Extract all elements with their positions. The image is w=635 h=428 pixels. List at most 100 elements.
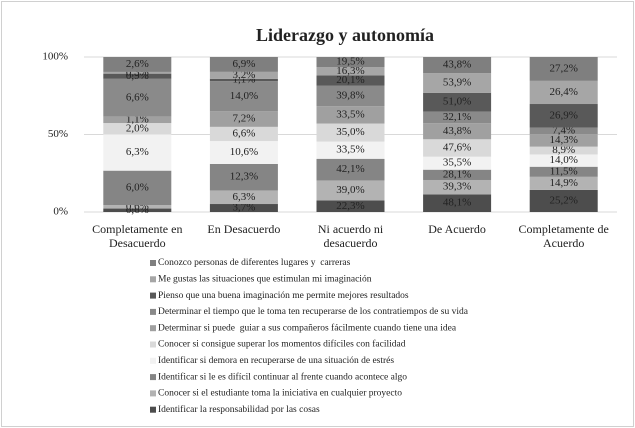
- y-tick-label: 100%: [42, 51, 68, 63]
- chart-title: Liderazgo y autonomía: [256, 25, 434, 45]
- bar-segment: [103, 73, 172, 79]
- data-label: 14,0%: [549, 154, 577, 166]
- bar-segment: [423, 179, 492, 195]
- data-label: 43,8%: [443, 59, 471, 71]
- bar-segment: [103, 57, 172, 72]
- bar-segment: [423, 156, 492, 170]
- bar-segment: [529, 80, 598, 105]
- bar-segment: [316, 180, 385, 201]
- legend-label: Pienso que una buena imaginación me perm…: [158, 291, 409, 301]
- bar-segment: [529, 189, 598, 212]
- bar-segment: [209, 57, 278, 72]
- legend-swatch: [150, 406, 156, 413]
- data-label: 27,2%: [549, 62, 577, 74]
- bar-segment: [209, 126, 278, 142]
- bar-segment: [103, 205, 172, 209]
- bar-segment: [316, 67, 385, 76]
- data-label: 43,8%: [443, 125, 471, 137]
- bar-segment: [316, 57, 385, 68]
- data-label: 32,1%: [443, 111, 471, 123]
- legend-swatch: [150, 276, 156, 283]
- bar-segment: [529, 154, 598, 167]
- bar-segment: [529, 127, 598, 135]
- data-label: 28,1%: [443, 168, 471, 180]
- data-label: 6,6%: [232, 127, 255, 139]
- bar-segment: [209, 141, 278, 164]
- legend-label: Identificar si le es difícil continuar a…: [158, 371, 407, 382]
- bar-segment: [103, 170, 172, 206]
- data-label: 6,3%: [126, 146, 149, 158]
- bar-segment: [529, 146, 598, 155]
- legend-label: Conocer si el estudiante toma la iniciat…: [158, 389, 402, 399]
- data-label: 2,0%: [126, 122, 149, 134]
- legend-label: Determinar si puede guiar a sus compañer…: [158, 322, 457, 333]
- legend-label: Me gustas las situaciones que estimulan …: [158, 274, 372, 284]
- data-label: 33,5%: [336, 144, 364, 156]
- legend-swatch: [150, 341, 156, 348]
- bar-segment: [103, 78, 172, 117]
- data-label: 8,9%: [552, 144, 575, 156]
- data-label: 6,0%: [126, 181, 149, 193]
- bar-segment: [103, 208, 172, 212]
- bar-segment: [423, 57, 492, 74]
- bar-segment: [316, 141, 385, 159]
- bar-segment: [423, 111, 492, 124]
- legend-label: Identificar la responsabilidad por las c…: [158, 404, 320, 415]
- data-label: 48,1%: [443, 197, 471, 209]
- legend-label: Conocer si consigue superar los momentos…: [158, 339, 406, 350]
- data-label: 35,0%: [336, 126, 364, 138]
- bar-segment: [103, 116, 172, 124]
- data-label: 53,9%: [443, 76, 471, 88]
- bar-segment: [103, 123, 172, 135]
- data-label: 11,5%: [550, 165, 578, 177]
- bar-segment: [316, 75, 385, 86]
- bar-segment: [209, 81, 278, 112]
- x-tick-label: Completamente en Desacuerdo: [92, 222, 183, 250]
- bar-segment: [529, 166, 598, 177]
- data-label: 6,9%: [232, 58, 255, 70]
- legend-swatch: [150, 292, 156, 299]
- data-label: 26,9%: [549, 109, 577, 121]
- bar-segment: [423, 169, 492, 180]
- data-label: 14,3%: [549, 134, 577, 146]
- bar-segment: [103, 134, 172, 171]
- data-label: 2,6%: [126, 58, 149, 70]
- data-label: 25,2%: [549, 194, 577, 206]
- bar-segment: [103, 71, 172, 74]
- y-tick-label: 0%: [53, 206, 68, 218]
- data-label: 12,3%: [230, 171, 258, 183]
- data-label: 19,5%: [336, 56, 364, 68]
- data-label: 35,5%: [443, 157, 471, 169]
- data-label: 6,6%: [126, 91, 149, 103]
- legend-swatch: [150, 357, 156, 364]
- bar-segment: [423, 73, 492, 93]
- x-tick-label: En Desacuerdo: [207, 222, 281, 236]
- bar-segment: [316, 200, 385, 212]
- bar-segment: [316, 106, 385, 124]
- legend-label: Identificar si demora en recuperarse de …: [158, 355, 394, 366]
- bar-segment: [316, 158, 385, 181]
- bar-segment: [529, 57, 598, 81]
- legend-swatch: [150, 308, 156, 315]
- legend-swatch: [150, 325, 156, 332]
- legend-label: Determinar el tiempo que le toma ten rec…: [158, 307, 469, 317]
- bar-segment: [209, 204, 278, 212]
- data-label: 51,0%: [443, 96, 471, 108]
- legend-label: Conozco personas de diferentes lugares y…: [158, 257, 351, 268]
- bar-segment: [209, 71, 278, 79]
- x-tick-label: Ni acuerdo ni desacuerdo: [317, 222, 384, 250]
- bar-segment: [316, 123, 385, 142]
- data-label: 14,9%: [549, 177, 577, 189]
- data-label: 6,3%: [232, 191, 255, 203]
- legend-swatch: [150, 260, 156, 266]
- data-label: 7,2%: [232, 113, 255, 125]
- bar-segment: [423, 92, 492, 112]
- bar-segment: [529, 104, 598, 128]
- bar-segment: [209, 190, 278, 205]
- bar-segment: [209, 78, 278, 82]
- data-label: 14,0%: [230, 90, 258, 102]
- bar-segment: [423, 123, 492, 140]
- data-label: 16,3%: [336, 65, 364, 77]
